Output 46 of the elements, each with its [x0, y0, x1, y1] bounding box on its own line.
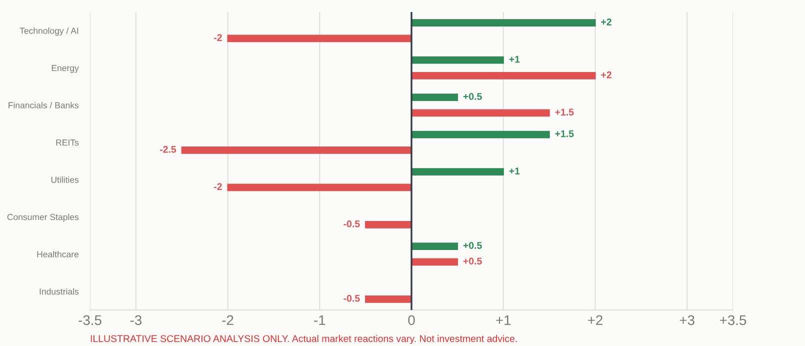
bar: [410, 130, 550, 138]
bar: [410, 94, 458, 102]
bar: [227, 184, 412, 192]
bar: [410, 258, 458, 266]
y-tick-label: Consumer Staples: [7, 214, 79, 222]
x-tick-label: +3.5: [720, 315, 746, 326]
y-tick-label: Financials / Banks: [8, 102, 79, 108]
y-tick-label: REITs: [56, 140, 79, 146]
bar: [410, 19, 596, 27]
data-label: +0.5: [463, 242, 482, 249]
y-tick-label: Healthcare: [37, 250, 79, 258]
x-tick-label: 0: [408, 315, 415, 326]
data-label: +1: [509, 56, 520, 63]
y-tick-label: Industrials: [40, 288, 79, 295]
data-label: -2: [214, 183, 222, 190]
x-tick-label: -2: [222, 315, 234, 325]
data-label: +1.5: [555, 108, 574, 116]
data-label: -0.5: [344, 294, 360, 302]
x-tick-label: +2: [588, 315, 602, 325]
data-label: -0.5: [344, 220, 360, 228]
y-tick-label: Utilities: [51, 176, 79, 183]
x-tick-label: -1: [314, 315, 326, 325]
x-tick-label: +1: [496, 315, 511, 325]
x-tick-label: -3: [130, 315, 142, 326]
y-tick-label: Energy: [52, 65, 79, 73]
text: ILLUSTRATIVE SCENARIO ANALYSIS ONLY. Actual market reactions vary. Not investment advice.: [90, 334, 517, 344]
bar: [227, 34, 412, 42]
y-tick-label: Technology / AI: [20, 27, 78, 36]
bar: [181, 146, 412, 154]
data-label: +1: [509, 168, 520, 174]
data-label: +2: [601, 71, 612, 78]
bar: [410, 72, 596, 80]
bar: [410, 109, 550, 117]
data-label: +1.5: [555, 130, 574, 138]
data-label: +0.5: [463, 93, 482, 100]
bar: [365, 220, 412, 228]
data-label: -2.5: [160, 146, 176, 153]
bar: [365, 295, 412, 303]
x-tick-label: -3.5: [78, 315, 102, 326]
x-tick-label: +3: [680, 315, 694, 326]
data-label: +0.5: [463, 258, 482, 265]
bar: [410, 242, 458, 250]
data-label: +2: [601, 18, 612, 26]
bar: [410, 168, 504, 176]
data-label: -2: [214, 34, 222, 41]
bar: [410, 56, 504, 64]
